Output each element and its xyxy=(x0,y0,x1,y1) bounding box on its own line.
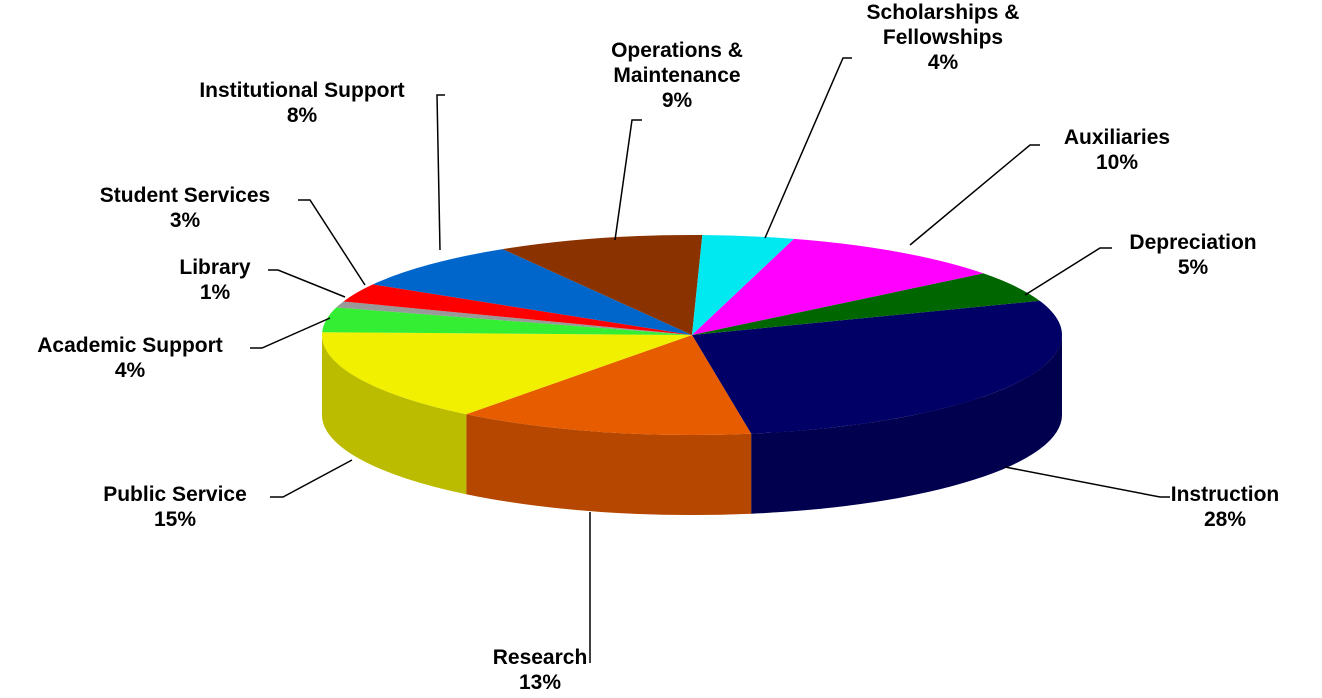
slice-label: Auxiliaries 10% xyxy=(1064,125,1170,175)
value-label: 4% xyxy=(114,359,146,382)
pie-tops xyxy=(322,235,1063,435)
slice xyxy=(336,301,692,335)
leader-line xyxy=(436,94,445,251)
value-label: 28% xyxy=(1203,508,1247,531)
slice-label: Operations & Maintenance 9% xyxy=(587,38,767,113)
leader-line xyxy=(298,199,366,286)
value-label: 8% xyxy=(286,104,318,127)
category-label: Instruction xyxy=(1170,483,1280,506)
leader-line xyxy=(614,119,642,241)
slice xyxy=(692,300,1063,434)
category-label: Institutional Support xyxy=(199,79,405,102)
category-label: Scholarships & Fellowships xyxy=(866,1,1020,49)
leader-line xyxy=(1004,466,1170,498)
leader-line xyxy=(1024,247,1112,296)
slice xyxy=(466,335,752,435)
value-label: 15% xyxy=(153,508,197,531)
leader-line xyxy=(268,269,346,298)
slice-label: Library 1% xyxy=(179,255,250,305)
category-label: Library xyxy=(179,256,251,279)
slice-label: Academic Support 4% xyxy=(37,333,223,383)
slice-label: Depreciation 5% xyxy=(1129,230,1256,280)
value-label: 13% xyxy=(518,671,562,694)
slice xyxy=(502,235,703,335)
leader-line xyxy=(909,144,1040,246)
slice-side-shade xyxy=(466,414,752,515)
slice-side xyxy=(322,335,467,495)
category-label: Depreciation xyxy=(1129,231,1257,254)
category-label: Operations & Maintenance xyxy=(611,39,743,87)
slice-label: Institutional Support 8% xyxy=(199,78,404,128)
value-label: 5% xyxy=(1177,256,1209,279)
slice-label: Scholarships & Fellowships 4% xyxy=(843,0,1043,75)
category-label: Academic Support xyxy=(37,334,223,357)
slice-label: Instruction 28% xyxy=(1171,482,1280,532)
category-label: Public Service xyxy=(103,483,247,506)
leader-line xyxy=(270,459,353,498)
slice xyxy=(322,332,692,415)
pie-sides xyxy=(322,335,1062,515)
slice-side-shade xyxy=(322,335,467,495)
value-label: 1% xyxy=(199,281,231,304)
slice-side-shade xyxy=(751,335,1062,514)
slice xyxy=(692,235,794,335)
slice xyxy=(322,307,692,335)
slice-label: Research 13% xyxy=(493,645,588,695)
slice-side xyxy=(466,414,752,515)
value-label: 9% xyxy=(661,89,693,112)
value-label: 10% xyxy=(1095,151,1139,174)
slice xyxy=(692,238,984,335)
leader-line xyxy=(764,57,852,239)
value-label: 3% xyxy=(169,209,201,232)
slice xyxy=(372,249,692,335)
category-label: Auxiliaries xyxy=(1063,126,1171,149)
slice-side xyxy=(751,335,1062,514)
slice-label: Student Services 3% xyxy=(100,183,270,233)
slice xyxy=(692,273,1040,335)
slice-label: Public Service 15% xyxy=(103,482,247,532)
category-label: Research xyxy=(492,646,588,669)
category-label: Student Services xyxy=(99,184,271,207)
value-label: 4% xyxy=(927,51,959,74)
slice xyxy=(343,284,692,335)
leader-line xyxy=(250,317,331,349)
